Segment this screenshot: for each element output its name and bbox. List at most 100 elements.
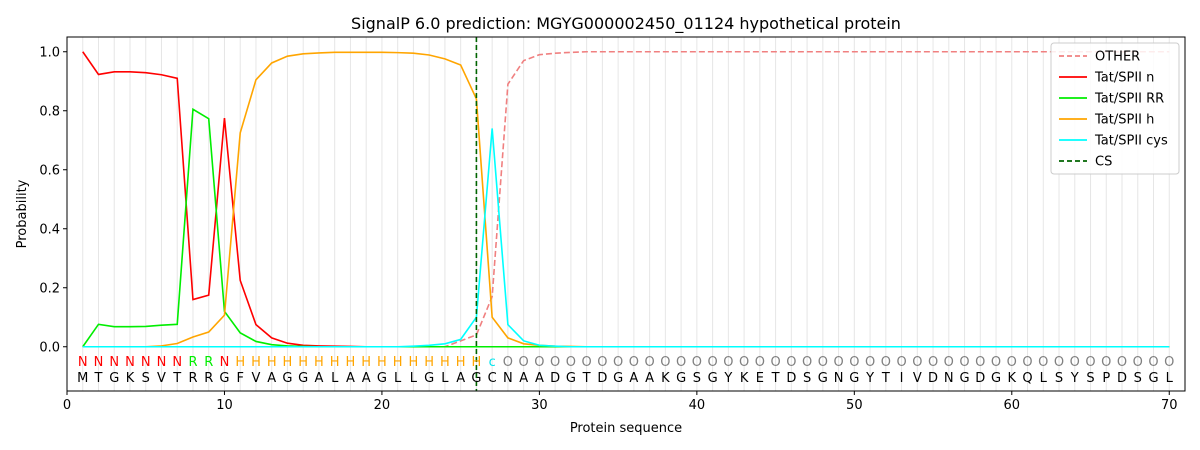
residue-label: A	[314, 371, 323, 386]
residue-label: K	[1008, 371, 1017, 386]
residue-label: G	[377, 371, 387, 386]
region-label: O	[1022, 355, 1032, 370]
legend-label: Tat/SPII n	[1094, 71, 1154, 86]
residue-label: A	[362, 371, 371, 386]
residue-label: Y	[723, 371, 732, 386]
region-label: O	[613, 355, 623, 370]
region-label: N	[94, 355, 104, 370]
region-label: O	[896, 355, 906, 370]
x-tick-label: 40	[689, 398, 706, 413]
region-label: N	[78, 355, 88, 370]
region-label: N	[125, 355, 135, 370]
residue-label: S	[1134, 371, 1142, 386]
region-label: N	[109, 355, 119, 370]
region-label: N	[220, 355, 230, 370]
region-label: H	[440, 355, 450, 370]
residue-label: G	[424, 371, 434, 386]
region-label: H	[456, 355, 466, 370]
y-axis-label: Probability	[15, 179, 30, 248]
residue-label: G	[1148, 371, 1158, 386]
plot-frame	[66, 36, 1186, 392]
region-label: H	[314, 355, 324, 370]
residue-label: N	[503, 371, 513, 386]
legend-label: OTHER	[1095, 50, 1140, 65]
region-label: H	[251, 355, 261, 370]
residue-label: A	[629, 371, 638, 386]
residue-label: T	[881, 371, 890, 386]
region-label: O	[660, 355, 670, 370]
region-label: O	[1070, 355, 1080, 370]
residue-label: C	[488, 371, 497, 386]
region-label: O	[707, 355, 717, 370]
region-label: O	[1085, 355, 1095, 370]
residue-label: G	[708, 371, 718, 386]
sequence-layer: NMNTNGNKNSNVNTRRRRNGHFHVHAHGHGHAHLHAHAHG…	[77, 355, 1174, 386]
x-tick-label: 70	[1161, 398, 1178, 413]
region-label: O	[519, 355, 529, 370]
residue-label: E	[756, 371, 764, 386]
x-tick-label: 30	[531, 398, 548, 413]
residue-label: L	[394, 371, 402, 386]
region-label: O	[534, 355, 544, 370]
residue-label: G	[818, 371, 828, 386]
y-tick-label: 0.6	[39, 163, 60, 178]
residue-label: R	[188, 371, 197, 386]
region-label: R	[204, 355, 213, 370]
region-label: O	[676, 355, 686, 370]
residue-label: L	[1040, 371, 1048, 386]
region-label: O	[739, 355, 749, 370]
residue-label: P	[1102, 371, 1110, 386]
residue-label: A	[535, 371, 544, 386]
region-label: O	[1133, 355, 1143, 370]
residue-label: D	[786, 371, 796, 386]
region-label: H	[235, 355, 245, 370]
residue-label: N	[834, 371, 844, 386]
residue-label: L	[441, 371, 449, 386]
residue-label: D	[975, 371, 985, 386]
series-line-4	[82, 128, 1170, 348]
region-label: O	[928, 355, 938, 370]
region-label: O	[786, 355, 796, 370]
legend-box	[1050, 42, 1180, 175]
region-label: O	[802, 355, 812, 370]
residue-label: N	[944, 371, 954, 386]
axis-layer: 0 10 20 30 40 50 60 70 0.0 0.2 0.4 0.6 0.8 1.0	[39, 45, 1177, 413]
region-label: O	[692, 355, 702, 370]
residue-label: A	[519, 371, 528, 386]
region-label: O	[1148, 355, 1158, 370]
y-tick-label: 0.2	[39, 281, 60, 296]
residue-label: S	[1086, 371, 1094, 386]
residue-label: S	[693, 371, 701, 386]
region-label: O	[912, 355, 922, 370]
series-layer	[82, 37, 1170, 391]
residue-label: F	[236, 371, 243, 386]
residue-label: G	[219, 371, 229, 386]
residue-label: K	[126, 371, 135, 386]
region-label: O	[975, 355, 985, 370]
legend-label: Tat/SPII cys	[1094, 134, 1168, 149]
region-label: H	[267, 355, 277, 370]
x-tick-label: 20	[374, 398, 391, 413]
legend-label: CS	[1095, 155, 1112, 170]
residue-label: Y	[1070, 371, 1079, 386]
residue-label: G	[676, 371, 686, 386]
region-label: O	[723, 355, 733, 370]
region-label: R	[188, 355, 197, 370]
region-label: O	[1101, 355, 1111, 370]
region-label: O	[881, 355, 891, 370]
residue-label: G	[613, 371, 623, 386]
residue-label: D	[928, 371, 938, 386]
region-label: O	[959, 355, 969, 370]
residue-label: D	[1117, 371, 1127, 386]
region-label: O	[818, 355, 828, 370]
region-label: O	[597, 355, 607, 370]
region-label: H	[424, 355, 434, 370]
residue-label: G	[471, 371, 481, 386]
chart-title: SignalP 6.0 prediction: MGYG000002450_01…	[351, 14, 901, 34]
x-tick-label: 10	[216, 398, 233, 413]
region-label: H	[377, 355, 387, 370]
region-label: N	[157, 355, 167, 370]
region-label: H	[330, 355, 340, 370]
